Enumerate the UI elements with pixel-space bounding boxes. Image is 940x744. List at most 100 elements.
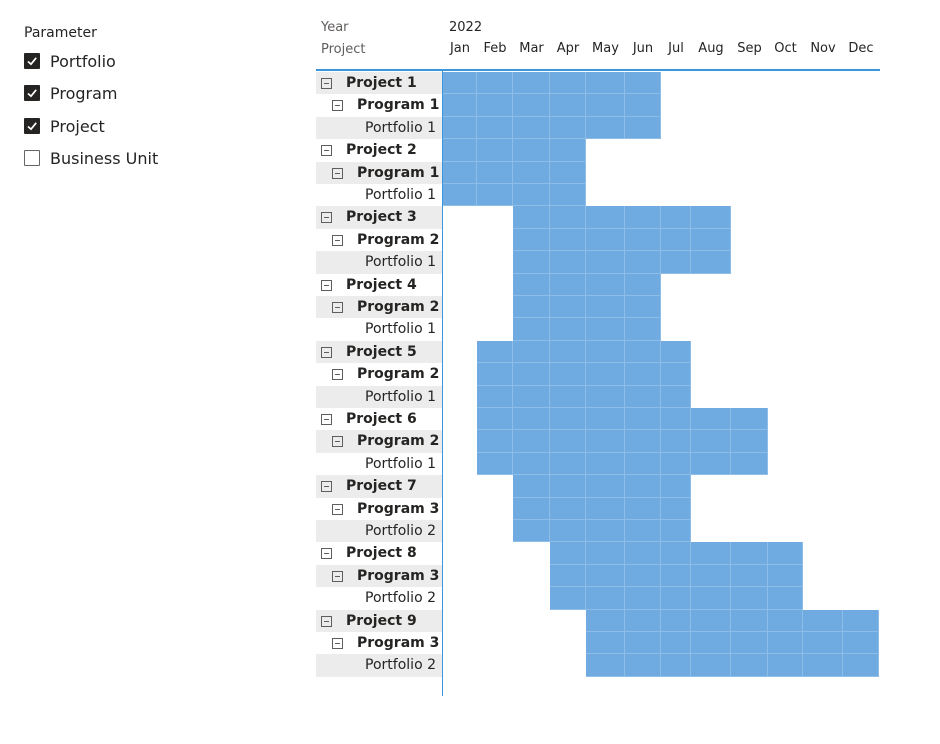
gantt-cell[interactable] [625,430,661,453]
gantt-cell[interactable] [443,117,477,139]
gantt-cell[interactable] [550,542,586,565]
gantt-cell[interactable] [625,542,661,565]
gantt-cell[interactable] [625,296,661,318]
gantt-cell[interactable] [625,206,661,229]
gantt-cell[interactable] [550,408,586,430]
gantt-cell[interactable] [443,162,477,184]
gantt-cell[interactable] [731,610,768,632]
gantt-cell[interactable] [586,296,625,318]
collapse-icon[interactable] [321,548,332,559]
collapse-icon[interactable] [321,145,332,156]
gantt-cell[interactable] [843,610,879,632]
gantt-cell[interactable] [661,251,691,274]
gantt-cell[interactable] [477,341,513,363]
gantt-cell[interactable] [550,72,586,94]
gantt-cell[interactable] [550,475,586,498]
month-header-jan[interactable]: Jan [449,41,471,56]
gantt-cell[interactable] [691,610,731,632]
gantt-cell[interactable] [661,206,691,229]
gantt-cell[interactable] [550,318,586,341]
gantt-cell[interactable] [768,654,803,677]
gantt-cell[interactable] [550,565,586,587]
collapse-icon[interactable] [332,235,343,246]
collapse-icon[interactable] [321,616,332,627]
gantt-cell[interactable] [768,565,803,587]
gantt-cell[interactable] [550,94,586,117]
gantt-cell[interactable] [625,341,661,363]
gantt-cell[interactable] [586,520,625,542]
gantt-cell[interactable] [550,229,586,251]
gantt-cell[interactable] [625,94,661,117]
gantt-cell[interactable] [691,654,731,677]
gantt-cell[interactable] [731,430,768,453]
gantt-cell[interactable] [550,184,586,206]
slicer-item-program[interactable]: Program [24,83,118,103]
collapse-icon[interactable] [332,504,343,515]
gantt-cell[interactable] [803,654,843,677]
gantt-cell[interactable] [477,72,513,94]
gantt-cell[interactable] [691,453,731,475]
gantt-cell[interactable] [625,318,661,341]
gantt-cell[interactable] [661,386,691,408]
gantt-cell[interactable] [477,453,513,475]
collapse-icon[interactable] [332,369,343,380]
gantt-cell[interactable] [586,430,625,453]
gantt-cell[interactable] [477,363,513,386]
gantt-cell[interactable] [691,229,731,251]
slicer-item-portfolio[interactable]: Portfolio [24,51,116,71]
gantt-cell[interactable] [513,430,550,453]
gantt-cell[interactable] [625,251,661,274]
gantt-cell[interactable] [550,453,586,475]
checkbox-checked-icon[interactable] [24,53,40,69]
gantt-cell[interactable] [443,94,477,117]
collapse-icon[interactable] [332,100,343,111]
gantt-cell[interactable] [513,184,550,206]
collapse-icon[interactable] [321,78,332,89]
gantt-cell[interactable] [443,72,477,94]
gantt-cell[interactable] [625,520,661,542]
gantt-cell[interactable] [513,139,550,162]
gantt-cell[interactable] [477,139,513,162]
gantt-cell[interactable] [843,654,879,677]
month-header-nov[interactable]: Nov [810,41,836,56]
gantt-cell[interactable] [586,565,625,587]
gantt-cell[interactable] [625,274,661,296]
gantt-cell[interactable] [625,587,661,610]
gantt-cell[interactable] [513,363,550,386]
gantt-cell[interactable] [625,72,661,94]
collapse-icon[interactable] [332,302,343,313]
gantt-cell[interactable] [586,632,625,654]
gantt-cell[interactable] [586,542,625,565]
checkbox-checked-icon[interactable] [24,85,40,101]
gantt-cell[interactable] [586,117,625,139]
gantt-cell[interactable] [443,139,477,162]
collapse-icon[interactable] [321,212,332,223]
gantt-cell[interactable] [513,251,550,274]
gantt-cell[interactable] [586,274,625,296]
gantt-cell[interactable] [443,184,477,206]
gantt-cell[interactable] [513,498,550,520]
gantt-cell[interactable] [625,363,661,386]
collapse-icon[interactable] [332,571,343,582]
gantt-cell[interactable] [731,408,768,430]
gantt-cell[interactable] [586,94,625,117]
gantt-cell[interactable] [586,251,625,274]
gantt-cell[interactable] [661,565,691,587]
month-header-jun[interactable]: Jun [632,41,654,56]
gantt-cell[interactable] [513,274,550,296]
gantt-cell[interactable] [661,408,691,430]
month-header-oct[interactable]: Oct [774,41,797,56]
gantt-cell[interactable] [550,296,586,318]
collapse-icon[interactable] [321,347,332,358]
gantt-cell[interactable] [513,408,550,430]
gantt-cell[interactable] [550,363,586,386]
gantt-cell[interactable] [661,632,691,654]
gantt-cell[interactable] [803,632,843,654]
gantt-cell[interactable] [661,341,691,363]
gantt-cell[interactable] [691,632,731,654]
gantt-cell[interactable] [625,475,661,498]
month-header-aug[interactable]: Aug [698,41,724,56]
gantt-cell[interactable] [691,206,731,229]
month-header-jul[interactable]: Jul [668,41,684,56]
gantt-cell[interactable] [586,610,625,632]
